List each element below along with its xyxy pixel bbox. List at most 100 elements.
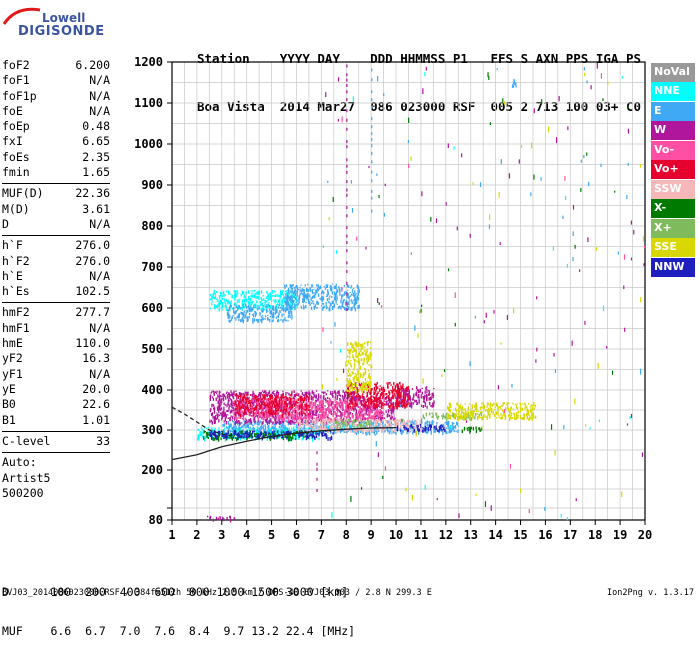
echo-point	[284, 317, 285, 321]
echo-point	[352, 406, 353, 410]
echo-point	[413, 393, 414, 396]
echo-point	[252, 406, 253, 408]
echo-point	[351, 419, 352, 420]
echo-point	[416, 403, 417, 405]
echo-point	[340, 306, 341, 310]
echo-point	[242, 299, 243, 301]
echo-point	[319, 411, 320, 413]
echo-point	[324, 427, 325, 429]
echo-point	[234, 311, 235, 314]
echo-point	[294, 305, 295, 309]
echo-point	[244, 422, 245, 425]
echo-point	[230, 415, 231, 417]
echo-point	[293, 418, 294, 420]
echo-point	[352, 289, 353, 293]
echo-point	[260, 304, 261, 306]
echo-point	[263, 425, 264, 429]
echo-point	[326, 296, 327, 297]
echo-point	[371, 428, 372, 432]
echo-point	[240, 307, 241, 309]
echo-point	[242, 398, 243, 401]
echo-point	[287, 320, 288, 322]
echo-point	[352, 415, 353, 418]
echo-point	[297, 426, 298, 428]
echo-point	[217, 394, 218, 397]
echo-point	[216, 305, 217, 307]
echo-point	[289, 290, 290, 291]
echo-point	[352, 392, 353, 394]
echo-point	[400, 425, 401, 429]
echo-point	[291, 300, 292, 302]
echo-point	[255, 414, 256, 416]
echo-point	[323, 396, 324, 399]
echo-point	[283, 298, 284, 299]
echo-point	[515, 83, 516, 85]
echo-point	[283, 406, 284, 409]
echo-point	[348, 306, 349, 307]
echo-point	[391, 420, 392, 422]
echo-point	[329, 308, 330, 311]
echo-point	[335, 425, 336, 427]
echo-point	[229, 291, 230, 293]
echo-point	[250, 428, 251, 431]
echo-point	[322, 300, 323, 302]
echo-point	[280, 295, 281, 298]
echo-point	[276, 390, 277, 393]
echo-point	[377, 419, 378, 423]
echo-point	[391, 418, 392, 420]
echo-point	[245, 391, 246, 394]
echo-point	[342, 430, 343, 432]
echo-point	[408, 398, 409, 400]
echo-point	[309, 393, 310, 396]
echo-point	[350, 400, 351, 402]
echo-point	[344, 397, 345, 399]
echo-point	[404, 389, 405, 390]
y-tick-label: 200	[141, 463, 163, 477]
echo-point	[263, 319, 264, 320]
echo-point	[302, 392, 303, 395]
echo-point	[210, 308, 211, 310]
echo-point	[260, 301, 261, 303]
echo-point	[301, 426, 302, 427]
echo-point	[252, 295, 253, 298]
echo-point	[326, 393, 327, 395]
echo-point	[296, 299, 297, 302]
echo-point	[269, 419, 270, 420]
echo-point	[287, 293, 288, 295]
echo-point	[314, 410, 315, 412]
echo-point	[248, 306, 249, 309]
echo-point	[457, 422, 458, 425]
echo-point	[313, 289, 314, 290]
echo-point	[433, 393, 434, 396]
echo-point	[266, 398, 267, 401]
echo-point	[272, 407, 273, 410]
echo-point	[222, 302, 223, 306]
echo-point	[307, 293, 308, 297]
echo-point	[353, 397, 354, 401]
echo-point	[276, 317, 277, 319]
echo-point	[284, 409, 285, 411]
echo-point	[285, 392, 286, 395]
echo-point	[248, 409, 249, 412]
echo-point	[244, 301, 245, 302]
echo-point	[311, 415, 312, 417]
echo-point	[225, 396, 226, 399]
echo-point	[365, 428, 366, 432]
echo-point	[351, 294, 352, 296]
echo-point	[332, 391, 333, 393]
echo-point	[294, 422, 295, 424]
echo-point	[281, 402, 282, 404]
echo-point	[432, 420, 433, 422]
echo-point	[320, 416, 321, 420]
echo-point	[304, 404, 305, 405]
echo-point	[322, 303, 323, 305]
echo-point	[265, 306, 266, 307]
echo-point	[221, 407, 222, 410]
echo-point	[233, 308, 234, 309]
echo-point	[281, 412, 282, 413]
echo-point	[290, 296, 291, 298]
echo-point	[354, 293, 355, 295]
echo-point	[226, 426, 227, 428]
echo-point	[301, 413, 302, 416]
echo-point	[309, 396, 310, 400]
